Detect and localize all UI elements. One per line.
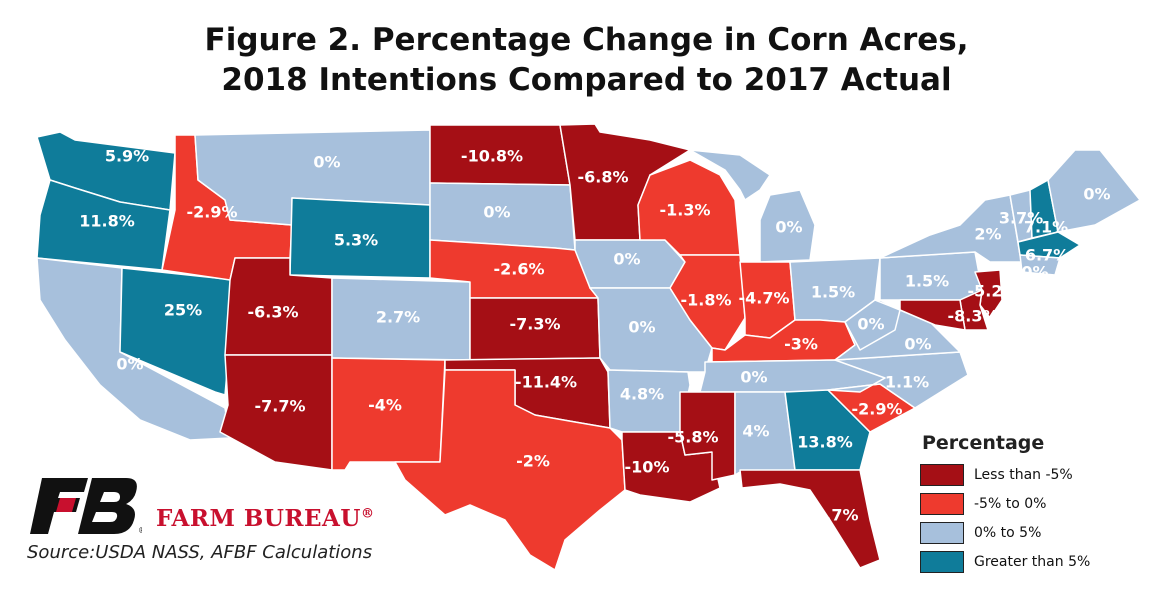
legend-swatch	[920, 522, 964, 544]
legend: Percentage Less than -5% -5% to 0% 0% to…	[920, 432, 1090, 580]
state-value-wy: 5.3%	[334, 231, 378, 250]
farm-bureau-fb-logo: ®	[30, 478, 142, 534]
state-value-tx: -2%	[516, 452, 550, 471]
state-value-al: 4%	[742, 422, 769, 441]
state-value-va: 0%	[904, 335, 931, 354]
state-value-me: 0%	[1083, 185, 1110, 204]
state-value-mi: 0%	[775, 218, 802, 237]
state-value-ok: -11.4%	[515, 373, 577, 392]
legend-item-greater-than-5: Greater than 5%	[920, 551, 1090, 573]
state-value-wv: 0%	[857, 315, 884, 334]
legend-swatch	[920, 551, 964, 573]
legend-label: Less than -5%	[974, 467, 1073, 483]
legend-swatch	[920, 464, 964, 486]
state-value-id: -2.9%	[186, 203, 237, 222]
state-value-oh: 1.5%	[811, 283, 855, 302]
state-value-la: -10%	[625, 458, 670, 477]
state-value-pa: 1.5%	[905, 272, 949, 291]
state-value-nv: 25%	[164, 301, 202, 320]
page-title: Figure 2. Percentage Change in Corn Acre…	[0, 20, 1173, 100]
state-value-wi: -1.3%	[659, 201, 710, 220]
state-mi	[689, 149, 816, 263]
legend-item-0-to-5: 0% to 5%	[920, 522, 1090, 544]
state-value-de: -8.3%	[947, 307, 998, 326]
state-value-ks: -7.3%	[509, 315, 560, 334]
legend-item-less-than-neg5: Less than -5%	[920, 464, 1090, 486]
state-value-in: -4.7%	[738, 289, 789, 308]
farm-bureau-wordmark: FARM BUREAU®	[156, 505, 374, 532]
legend-swatch	[920, 493, 964, 515]
state-value-nc: 1.1%	[885, 373, 929, 392]
state-value-ms: -5.8%	[667, 428, 718, 447]
legend-label: -5% to 0%	[974, 496, 1047, 512]
state-value-ma: 6.7%	[1025, 246, 1069, 265]
legend-label: 0% to 5%	[974, 525, 1042, 541]
state-value-mt: 0%	[313, 153, 340, 172]
svg-text:®: ®	[138, 526, 142, 534]
state-nc	[827, 351, 969, 409]
state-value-tn: 0%	[740, 368, 767, 387]
state-value-ny: 2%	[974, 225, 1001, 244]
state-value-ky: -3%	[784, 335, 818, 354]
title-line-2: 2018 Intentions Compared to 2017 Actual	[221, 62, 952, 98]
title-line-1: Figure 2. Percentage Change in Corn Acre…	[204, 22, 969, 58]
state-value-nm: -4%	[368, 396, 402, 415]
state-value-nd: -10.8%	[461, 147, 523, 166]
state-value-fl: -6.7%	[807, 506, 858, 525]
state-ga	[784, 389, 871, 471]
state-tx	[394, 369, 626, 571]
state-value-mo: 0%	[628, 318, 655, 337]
state-value-nh: 7.1%	[1024, 218, 1068, 237]
state-wv	[844, 299, 901, 351]
state-md	[899, 299, 966, 331]
state-ma	[1017, 231, 1081, 259]
state-value-wa: 5.9%	[105, 147, 149, 166]
state-value-ar: 4.8%	[620, 385, 664, 404]
state-value-az: -7.7%	[254, 397, 305, 416]
state-value-sd: 0%	[483, 203, 510, 222]
state-value-ct: 0%	[1021, 263, 1048, 282]
state-value-ut: -6.3%	[247, 303, 298, 322]
state-ct	[1019, 254, 1061, 276]
brand-name: FARM BUREAU	[156, 505, 361, 532]
state-value-mn: -6.8%	[577, 168, 628, 187]
state-value-il: -1.8%	[680, 291, 731, 310]
state-value-or: 11.8%	[79, 212, 135, 231]
state-value-sc: -2.9%	[851, 400, 902, 419]
legend-title: Percentage	[922, 432, 1045, 454]
state-fl	[739, 469, 881, 569]
state-value-ia: 0%	[613, 250, 640, 269]
state-value-co: 2.7%	[376, 308, 420, 327]
state-value-nj: -5.2%	[967, 282, 1018, 301]
registered-mark: ®	[360, 506, 375, 522]
state-value-ne: -2.6%	[493, 260, 544, 279]
legend-label: Greater than 5%	[974, 554, 1091, 570]
state-value-vt: 3.7%	[999, 209, 1043, 228]
state-or	[36, 179, 171, 271]
source-note: Source:USDA NASS, AFBF Calculations	[27, 542, 373, 563]
farm-bureau-branding: ® FARM BUREAU®	[30, 478, 374, 534]
state-value-ga: 13.8%	[797, 433, 853, 452]
legend-item-neg5-to-0: -5% to 0%	[920, 493, 1090, 515]
state-value-ca: 0%	[116, 355, 143, 374]
